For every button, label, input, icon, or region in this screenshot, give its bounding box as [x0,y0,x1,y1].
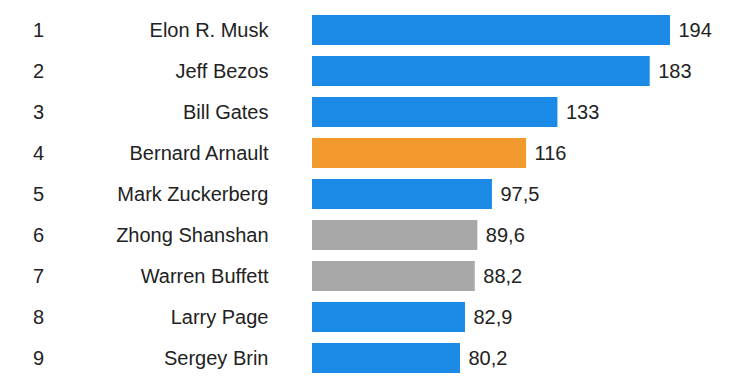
svg-text:Sergey Brin: Sergey Brin [164,347,269,369]
svg-text:7: 7 [33,265,44,287]
svg-text:5: 5 [33,183,44,205]
svg-text:Warren Buffett: Warren Buffett [141,265,269,287]
svg-text:Mark Zuckerberg: Mark Zuckerberg [117,183,268,205]
svg-text:88,2: 88,2 [483,265,522,287]
svg-text:Jeff Bezos: Jeff Bezos [175,60,268,82]
svg-text:2: 2 [33,60,44,82]
svg-text:194: 194 [679,19,712,41]
svg-text:8: 8 [33,306,44,328]
svg-text:3: 3 [33,101,44,123]
svg-text:116: 116 [535,142,567,164]
svg-text:Bernard Arnault: Bernard Arnault [130,142,269,164]
svg-text:9: 9 [33,347,44,369]
svg-text:Zhong Shanshan: Zhong Shanshan [116,224,268,246]
svg-text:1: 1 [33,19,44,41]
svg-text:82,9: 82,9 [473,306,512,328]
svg-text:6: 6 [33,224,44,246]
svg-text:97,5: 97,5 [500,183,539,205]
svg-text:Elon R. Musk: Elon R. Musk [150,19,270,41]
svg-text:Bill Gates: Bill Gates [183,101,269,123]
svg-text:183: 183 [658,60,691,82]
svg-text:89,6: 89,6 [486,224,525,246]
svg-text:133: 133 [566,101,599,123]
svg-text:80,2: 80,2 [468,347,507,369]
svg-text:Larry Page: Larry Page [171,306,269,328]
svg-text:4: 4 [33,142,44,164]
